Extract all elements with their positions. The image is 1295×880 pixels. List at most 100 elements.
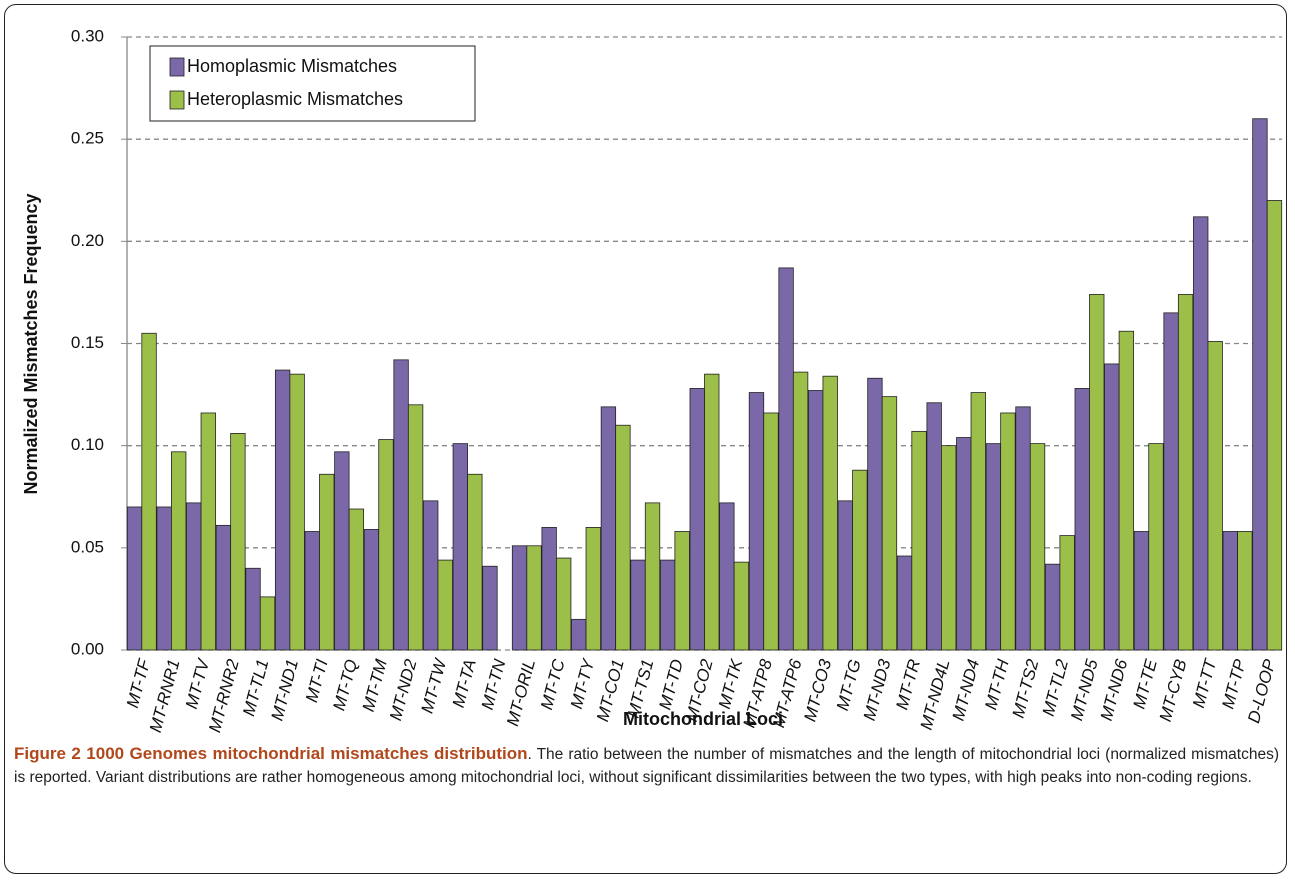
bar <box>659 559 676 651</box>
x-tick-label: MT-ND4 <box>949 657 984 722</box>
x-tick-label: MT-TV <box>182 656 214 711</box>
x-tick-label: MT-TA <box>449 657 480 709</box>
y-tick-label: 0.05 <box>71 537 104 556</box>
bar <box>141 332 157 651</box>
x-tick-label: MT-TS2 <box>1009 657 1043 720</box>
bar <box>1163 312 1179 651</box>
x-tick-label: MT-ND6 <box>1097 657 1132 723</box>
bar <box>304 531 320 651</box>
bar <box>156 506 172 651</box>
x-tick-label: MT-TF <box>123 656 155 710</box>
y-tick-label: 0.30 <box>71 26 104 45</box>
bar <box>1118 330 1135 651</box>
bar <box>689 388 705 651</box>
x-tick-label: MT-TN <box>478 657 510 712</box>
bar <box>393 359 409 651</box>
x-tick-label: MT-ORIL <box>503 657 539 728</box>
bar <box>1148 443 1164 651</box>
bar <box>378 439 394 651</box>
x-tick-label: MT-ND1 <box>268 657 303 722</box>
x-tick-label: MT-TL2 <box>1039 657 1072 718</box>
y-tick-label: 0.15 <box>71 333 104 352</box>
bar <box>674 531 690 651</box>
chart: Normalized Mismatches Frequency Mitochon… <box>21 26 1283 735</box>
bar <box>200 412 216 651</box>
bar <box>985 443 1002 651</box>
caption: Figure 2 1000 Genomes mitochondrial mism… <box>14 742 1279 789</box>
y-tick-label: 0.10 <box>71 435 104 454</box>
bar <box>348 508 365 651</box>
caption-label: Figure 2 1000 Genomes mitochondrial mism… <box>14 744 528 763</box>
x-tick-label: MT-TM <box>359 656 391 713</box>
bar <box>867 377 883 651</box>
bar <box>808 390 824 651</box>
legend-label: Homoplasmic Mismatches <box>187 56 397 76</box>
bar <box>896 555 913 651</box>
bar <box>482 565 498 651</box>
bar <box>407 404 424 651</box>
caption-text: . The ratio between the number of mismat… <box>14 746 1280 786</box>
bar <box>1222 531 1238 651</box>
x-tick-label: MT-TR <box>892 657 924 711</box>
bar <box>837 500 853 651</box>
bar <box>1133 531 1150 651</box>
bar <box>615 424 631 651</box>
bar <box>1104 363 1120 651</box>
bar <box>970 392 986 651</box>
bar <box>763 412 779 651</box>
x-tick-label: MT-TC <box>537 657 569 712</box>
x-tick-label: MT-TI <box>302 657 332 704</box>
bar <box>423 500 439 651</box>
bar <box>822 375 838 651</box>
bar <box>733 561 750 651</box>
x-tick-label: MT-ND2 <box>386 657 421 723</box>
bar <box>334 451 350 651</box>
bar <box>911 430 927 651</box>
bar <box>585 527 601 651</box>
bar <box>1029 443 1046 651</box>
y-axis-label: Normalized Mismatches Frequency <box>21 193 41 494</box>
x-tick-label: MT-TP <box>1218 657 1250 711</box>
bar <box>778 267 794 651</box>
bar <box>1015 406 1031 651</box>
bar <box>556 557 572 651</box>
bar <box>719 502 735 651</box>
bar <box>274 369 291 651</box>
bar <box>437 559 453 651</box>
bar <box>1207 341 1223 651</box>
bar <box>1074 388 1090 651</box>
x-tick-label: MT-ND3 <box>860 657 895 723</box>
bar <box>1266 200 1283 651</box>
x-tick-label: MT-TY <box>567 656 599 711</box>
bar <box>1252 118 1268 651</box>
bar <box>1089 294 1105 651</box>
bar <box>1044 563 1061 651</box>
bar <box>289 373 305 651</box>
bar <box>644 502 661 651</box>
x-tick-label: MT-TT <box>1189 656 1221 710</box>
legend-box <box>149 45 476 122</box>
bar <box>748 392 765 651</box>
legend-swatch <box>169 57 185 77</box>
bar <box>1059 535 1075 651</box>
x-tick-label: MT-TK <box>715 657 747 711</box>
bar <box>126 506 143 651</box>
y-tick-label: 0.25 <box>71 129 104 148</box>
frame <box>4 4 1287 874</box>
bar <box>319 473 335 651</box>
x-tick-label: MT-TH <box>981 657 1013 712</box>
x-tick-label: D-LOOP <box>1244 657 1279 726</box>
bar <box>1177 294 1194 651</box>
x-tick-label: MT-TL1 <box>239 657 272 718</box>
bar <box>600 406 617 651</box>
bar <box>926 402 942 651</box>
legend-label: Heteroplasmic Mismatches <box>187 89 403 109</box>
x-tick-label: MT-ND5 <box>1067 657 1102 723</box>
x-tick-label: MT-TW <box>418 655 451 715</box>
y-tick-label: 0.00 <box>71 639 104 658</box>
bar <box>363 529 380 651</box>
x-tick-label: MT-TQ <box>329 657 361 712</box>
bar <box>956 437 972 651</box>
bar <box>511 545 528 651</box>
